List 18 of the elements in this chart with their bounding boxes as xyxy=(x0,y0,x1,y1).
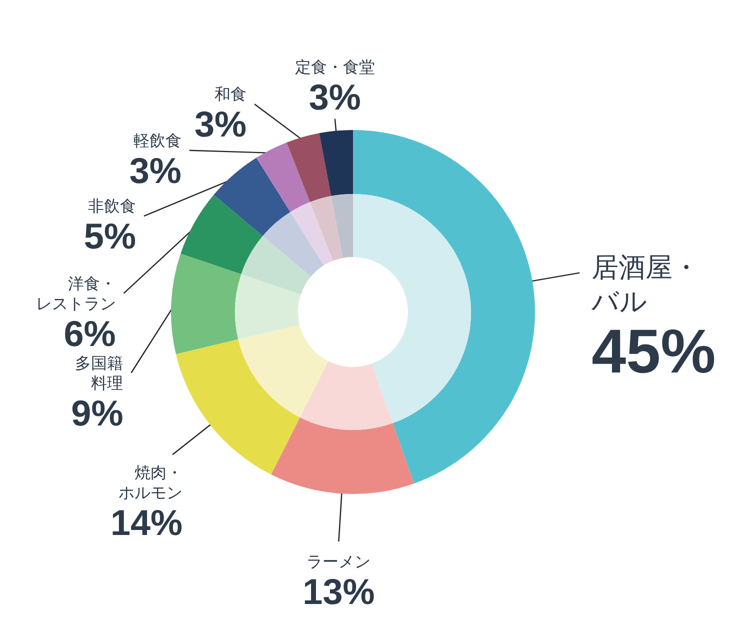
text: 14% xyxy=(110,502,183,544)
text: 9% xyxy=(71,392,124,434)
slice-label: 居酒屋・バル xyxy=(590,252,700,318)
text: 3% xyxy=(129,150,182,191)
slice-label: 多国籍料理 xyxy=(75,353,124,392)
slice-label: 洋食・レストラン xyxy=(36,274,116,313)
text: 45% xyxy=(592,317,716,386)
text: 6% xyxy=(64,312,116,354)
slice-label: 軽飲食 xyxy=(133,130,182,150)
text: 13% xyxy=(302,571,375,612)
slice-label: 定食・食堂 xyxy=(294,57,375,76)
text: 3% xyxy=(194,104,247,145)
slice-label: ラーメン xyxy=(306,552,371,572)
text: 5% xyxy=(84,216,136,257)
slice-label: 非飲食 xyxy=(88,196,136,216)
slice-label: 焼肉・ホルモン xyxy=(118,463,183,502)
text: 3% xyxy=(308,76,361,118)
slice-label: 和食 xyxy=(214,84,247,104)
